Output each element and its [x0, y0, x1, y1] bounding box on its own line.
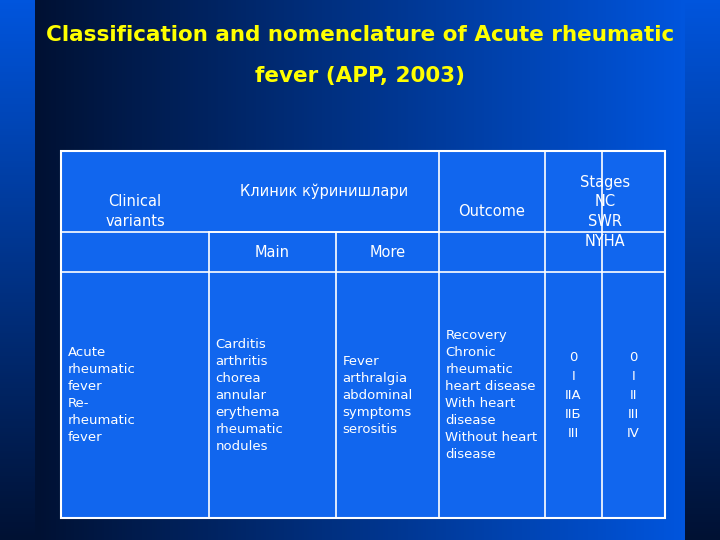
Text: Fever
arthralgia
abdominal
symptoms
serositis: Fever arthralgia abdominal symptoms sero… [343, 355, 413, 436]
Text: Clinical
variants: Clinical variants [105, 194, 165, 229]
Text: Classification and nomenclature of Acute rheumatic: Classification and nomenclature of Acute… [46, 25, 674, 45]
Text: fever (APP, 2003): fever (APP, 2003) [255, 65, 465, 86]
Text: More: More [369, 245, 405, 260]
Text: Recovery
Chronic
rheumatic
heart disease
With heart
disease
Without heart
diseas: Recovery Chronic rheumatic heart disease… [445, 329, 537, 461]
Text: Клиник кўринишлари: Клиник кўринишлари [240, 184, 408, 199]
FancyBboxPatch shape [61, 151, 665, 518]
Text: Main: Main [255, 245, 290, 260]
Text: Carditis
arthritis
chorea
annular
erythema
rheumatic
nodules: Carditis arthritis chorea annular erythe… [216, 338, 284, 453]
Text: 0
I
IIA
IIБ
III: 0 I IIA IIБ III [565, 351, 582, 440]
Text: Stages
NC
SWR
NYHA: Stages NC SWR NYHA [580, 174, 630, 249]
Text: 0
I
II
III
IV: 0 I II III IV [627, 351, 640, 440]
Text: Acute
rheumatic
fever
Re-
rheumatic
fever: Acute rheumatic fever Re- rheumatic feve… [68, 346, 135, 444]
Text: Outcome: Outcome [458, 204, 525, 219]
